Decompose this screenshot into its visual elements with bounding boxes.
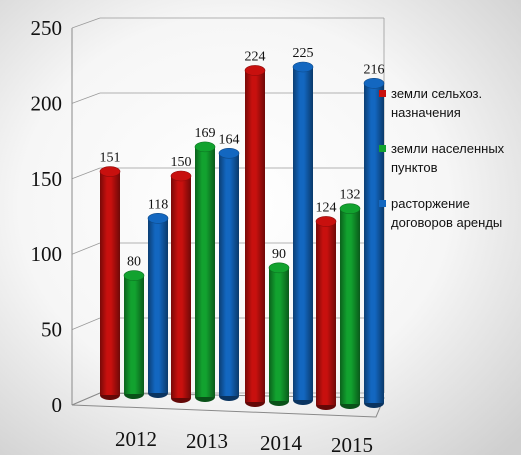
bar-2012-series-2 xyxy=(123,270,145,399)
x-tick-label-2013: 2013 xyxy=(186,429,228,453)
gridline-side xyxy=(71,17,101,29)
legend-item-series-3: расторжение договоров аренды xyxy=(379,194,521,232)
bar-cap xyxy=(218,147,240,159)
bar-body xyxy=(171,176,191,398)
bar-cap xyxy=(170,170,192,182)
bar-body xyxy=(219,153,239,396)
data-label-2012-series-2: 80 xyxy=(127,255,141,270)
bar-2013-series-3 xyxy=(218,147,240,401)
gridline-side xyxy=(71,242,101,255)
y-tick-label: 200 xyxy=(31,91,63,115)
legend-label-series-2: земли населенных пунктов xyxy=(391,141,505,175)
bar-body xyxy=(293,67,313,400)
data-label-2013-series-2: 169 xyxy=(195,126,216,141)
legend-swatch-series-3 xyxy=(379,200,386,207)
bar-2015-series-1 xyxy=(315,216,337,410)
bar-2013-series-1 xyxy=(170,170,192,403)
bar-cap xyxy=(194,141,216,153)
data-label-2013-series-1: 150 xyxy=(171,155,192,170)
data-label-2015-series-1: 124 xyxy=(316,200,337,215)
legend-label-series-3: расторжение договоров аренды xyxy=(391,196,503,230)
bars xyxy=(99,61,385,410)
x-tick-label-2014: 2014 xyxy=(260,431,303,455)
legend-label-series-1: земли сельхоз. назначения xyxy=(391,86,483,120)
bar-body xyxy=(340,208,360,404)
bar-body xyxy=(269,267,289,401)
data-label-2015-series-3: 216 xyxy=(364,62,385,77)
bar-cap xyxy=(147,213,169,224)
bar-2014-series-1 xyxy=(244,65,266,407)
y-tick-label: 100 xyxy=(31,242,63,266)
bar-body xyxy=(245,70,265,402)
bar-cap xyxy=(363,78,385,89)
data-label-2012-series-3: 118 xyxy=(148,197,168,212)
bar-body xyxy=(364,83,384,403)
bar-2015-series-3 xyxy=(363,78,385,408)
y-tick-label: 150 xyxy=(31,167,63,191)
y-tick-label: 50 xyxy=(41,318,62,342)
bar-cap xyxy=(268,262,290,274)
legend: земли сельхоз. назначения земли населенн… xyxy=(379,84,521,249)
bar-body xyxy=(124,275,144,394)
legend-swatch-series-2 xyxy=(379,145,386,152)
bar-2013-series-2 xyxy=(194,141,216,402)
bar-cap xyxy=(244,65,266,76)
gridline-side xyxy=(71,317,101,330)
legend-item-series-1: земли сельхоз. назначения xyxy=(379,84,521,122)
gridline-side xyxy=(71,167,101,180)
data-label-2014-series-2: 90 xyxy=(272,247,286,262)
bar-cap xyxy=(99,166,121,177)
bar-body xyxy=(316,221,336,405)
data-label-2015-series-2: 132 xyxy=(340,188,361,203)
legend-swatch-series-1 xyxy=(379,90,386,97)
legend-item-series-2: земли населенных пунктов xyxy=(379,139,521,177)
bar-2012-series-3 xyxy=(147,213,169,398)
y-tick-label: 250 xyxy=(31,16,63,40)
bar-body xyxy=(148,218,168,393)
bar-2012-series-1 xyxy=(99,166,121,400)
bar-body xyxy=(195,146,215,397)
bar-2015-series-2 xyxy=(339,203,361,409)
data-label-2012-series-1: 151 xyxy=(100,151,121,166)
bar-cap xyxy=(292,61,314,73)
data-label-2014-series-1: 224 xyxy=(245,49,266,64)
gridline-side xyxy=(71,92,101,104)
y-tick-label: 0 xyxy=(52,393,63,417)
bar-cap xyxy=(339,203,361,214)
x-tick-label-2015: 2015 xyxy=(331,433,373,455)
bar-2014-series-2 xyxy=(268,262,290,406)
gridlines xyxy=(71,17,384,406)
data-label-2013-series-3: 164 xyxy=(219,132,240,147)
bar-cap xyxy=(315,216,337,227)
data-label-2014-series-3: 225 xyxy=(293,46,314,61)
bar-body xyxy=(100,171,120,395)
bar-2014-series-3 xyxy=(292,61,314,405)
bar-cap xyxy=(123,270,145,281)
x-tick-label-2012: 2012 xyxy=(115,427,157,451)
